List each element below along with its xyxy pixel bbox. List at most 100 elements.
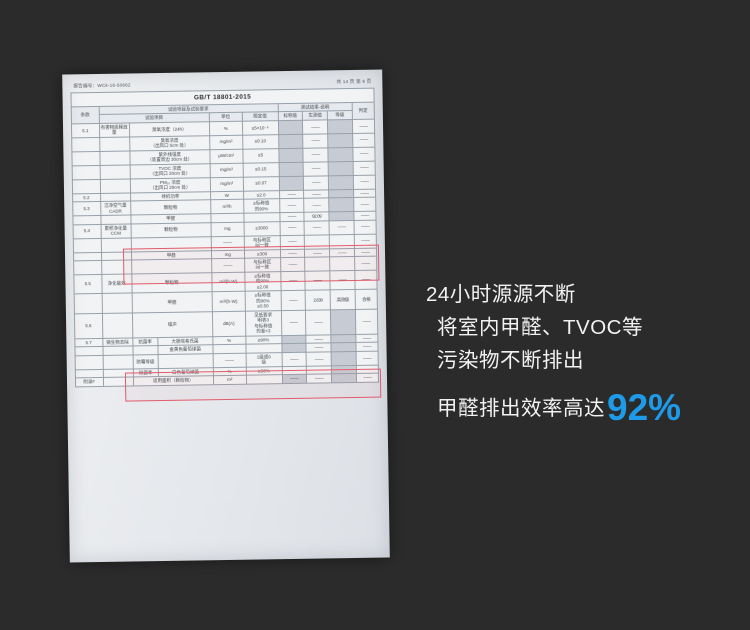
row-limit: 1级或0 级 xyxy=(245,352,282,367)
row-measured: —— xyxy=(302,133,328,148)
row-measured: —— xyxy=(306,351,332,366)
row-group xyxy=(100,237,132,252)
row-clause xyxy=(73,260,102,275)
row-clause xyxy=(74,293,102,314)
row-nominal xyxy=(278,134,304,149)
row-limit xyxy=(246,374,283,384)
row-unit: —— xyxy=(211,258,245,273)
row-limit: ≤0.07 xyxy=(243,176,280,191)
row-grade: —— xyxy=(329,270,355,291)
row-verdict: —— xyxy=(353,188,376,198)
row-verdict: —— xyxy=(354,256,377,271)
row-limit: ≥标称值 的90% xyxy=(243,198,280,214)
row-grade xyxy=(327,119,353,134)
row-unit: mg/m³ xyxy=(210,176,244,192)
row-limit: 与标称区 间一致 xyxy=(243,235,281,250)
row-measured: —— xyxy=(303,161,329,176)
row-verdict: —— xyxy=(355,308,378,335)
row-verdict: —— xyxy=(353,211,377,221)
row-item: 适用面积（颗粒物） xyxy=(133,375,214,386)
row-group xyxy=(102,354,134,370)
row-grade xyxy=(331,373,357,383)
row-clause xyxy=(71,151,100,166)
row-grade xyxy=(331,351,357,366)
test-results-table: GB/T 18801-2015 条款 试验项目及试验要求 测试结果-说明 判定 … xyxy=(70,88,379,387)
row-nominal: —— xyxy=(280,290,306,311)
row-clause: 5.6 xyxy=(74,313,103,339)
promo-line-4: 甲醛排出效率高达92% xyxy=(426,378,736,438)
row-item: TVOC 浓度 （出风口 20cm 处） xyxy=(129,163,211,179)
row-nominal: —— xyxy=(281,374,307,384)
row-nominal: —— xyxy=(281,352,307,367)
row-nominal: —— xyxy=(280,257,306,272)
row-subgroup: 防霉等级 xyxy=(132,354,158,369)
row-nominal: —— xyxy=(279,220,305,236)
row-unit: m³/h xyxy=(210,199,244,214)
row-clause xyxy=(72,179,101,194)
row-limit: ≤5 xyxy=(242,148,279,163)
promo-line-3: 污染物不断排出 xyxy=(437,349,584,373)
row-grade xyxy=(329,234,355,249)
row-unit: mg/m³ xyxy=(209,162,244,178)
row-limit: ≥标称值 的90% ≥2.00 xyxy=(244,271,281,292)
row-nominal: —— xyxy=(279,234,305,250)
row-clause: 5.3 xyxy=(72,201,101,216)
row-grade xyxy=(327,133,353,148)
row-measured: —— xyxy=(302,119,328,135)
row-measured: —— xyxy=(306,374,332,383)
row-clause: 附录F xyxy=(75,377,104,387)
row-verdict: —— xyxy=(352,146,376,162)
row-nominal xyxy=(278,175,304,191)
row-limit: ≤5×10⁻⁶ xyxy=(242,120,279,135)
row-nominal: —— xyxy=(280,271,306,292)
header-verdict: 判定 xyxy=(352,101,375,120)
row-clause: 5.5 xyxy=(73,274,102,295)
promo-efficiency-label: 甲醛排出效率高达 xyxy=(437,396,605,420)
row-measured: 2.630 xyxy=(305,290,331,311)
page-info: 共 14 页 第 9 页 xyxy=(336,78,372,85)
row-item: PM₁₀ 浓度 （出风口 20cm 处） xyxy=(130,177,211,193)
row-clause: 5.4 xyxy=(73,224,101,239)
row-clause xyxy=(72,165,100,180)
row-grade xyxy=(328,175,354,190)
row-group xyxy=(102,377,134,387)
row-measured: —— xyxy=(303,175,329,190)
row-limit: 见低要求 明表3 与标称值 的差<3 xyxy=(245,310,282,336)
row-measured: —— xyxy=(305,309,331,336)
row-grade xyxy=(327,147,353,162)
row-grade xyxy=(328,161,354,176)
row-unit: mg xyxy=(210,221,244,237)
row-limit: ≤0.15 xyxy=(242,162,279,177)
row-group xyxy=(99,150,130,166)
row-measured: —— xyxy=(304,220,330,235)
row-unit: m³/(h·W) xyxy=(211,291,246,312)
row-verdict: —— xyxy=(353,197,376,212)
row-group xyxy=(101,259,132,275)
row-clause: 5.1 xyxy=(71,123,100,138)
row-grade xyxy=(330,309,356,335)
row-measured xyxy=(304,256,330,272)
row-nominal xyxy=(278,147,304,163)
report-number: 报告编号：WCk-16-50662 xyxy=(73,82,131,89)
row-grade xyxy=(328,197,354,212)
row-nominal: —— xyxy=(279,198,305,213)
row-nominal: —— xyxy=(280,310,307,336)
row-unit: —— xyxy=(210,235,245,251)
row-item: 甲醛 xyxy=(131,292,213,313)
row-nominal xyxy=(278,161,304,177)
row-verdict: —— xyxy=(352,118,375,134)
row-verdict: —— xyxy=(355,342,379,352)
row-unit: m² xyxy=(213,375,247,385)
row-limit: ≥标称值 的90% ≥0.50 xyxy=(244,291,281,312)
row-group xyxy=(99,136,130,152)
row-clause xyxy=(75,355,103,370)
row-group: 有害物质释放量 xyxy=(98,122,130,138)
row-item: 颗粒物 xyxy=(130,199,211,216)
row-measured xyxy=(304,234,330,249)
row-verdict: —— xyxy=(354,233,377,248)
header-clause: 条款 xyxy=(71,106,99,124)
row-group xyxy=(99,164,131,180)
row-item: 颗粒物 xyxy=(130,222,211,238)
row-verdict: —— xyxy=(355,333,378,343)
row-nominal xyxy=(277,120,303,135)
